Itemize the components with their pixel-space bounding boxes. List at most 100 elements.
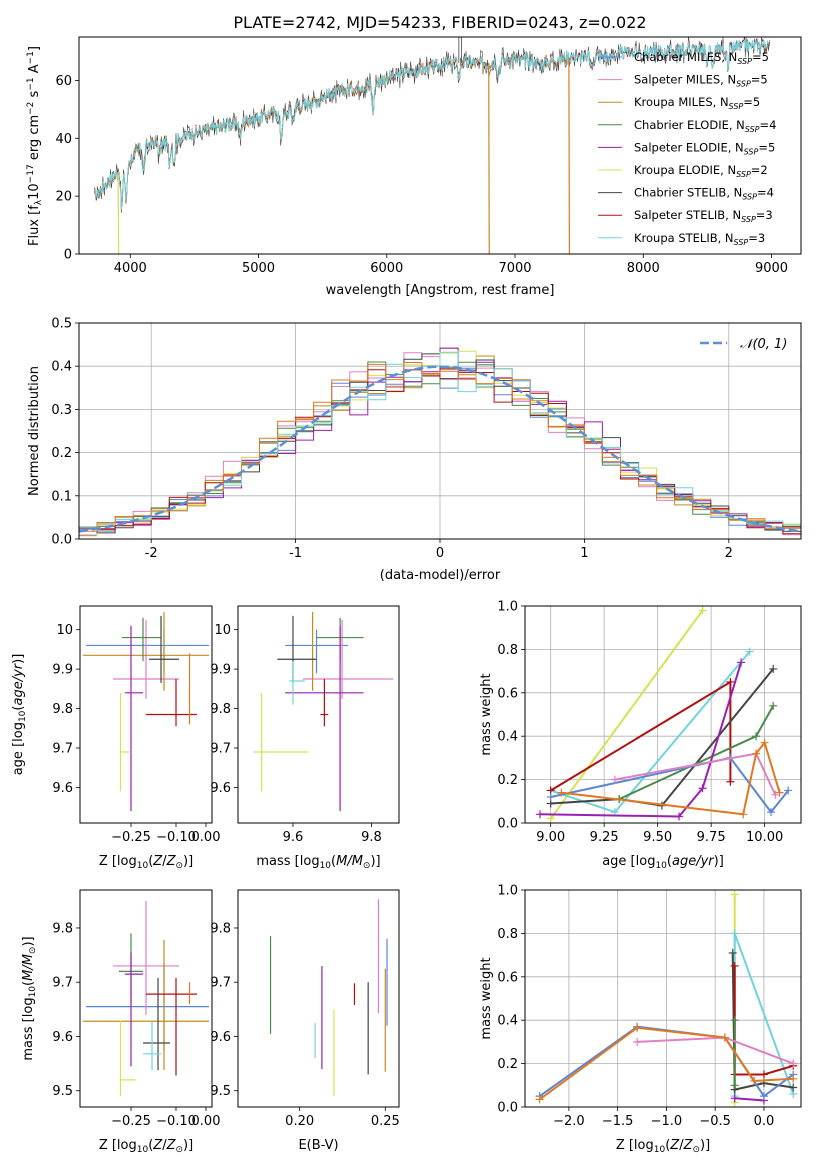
legend-label: Chabrier ELODIE, NSSP=4 [634,118,776,134]
mass-weight-marker [698,606,707,615]
legend-label: Salpeter STELIB, NSSP=3 [634,208,773,224]
y-tick-label: 9.5 [52,1084,73,1099]
axes: −2.0 −1.5 −1.0 −0.5 0.0 0.0 0.2 0.4 0.6 0.8 1.0 [497,884,774,1130]
x-tick-label: 0.25 [371,1114,400,1129]
spectrum-series [94,52,567,207]
chart-spectrum: 4000 5000 6000 7000 8000 9000 0 20 40 60 Chabrier … [26,36,802,298]
x-axis-label: Z [log10(Z/Z⊙)] [616,1138,710,1155]
x-tick-label: −1.0 [651,1114,683,1129]
y-tick-label: 0.4 [497,1014,518,1029]
x-tick-label: 4000 [114,261,147,276]
y-tick-label: 10 [56,623,73,638]
y-tick-label: 0.0 [497,1101,518,1116]
axes: −0.25 −0.100.00 9.6 9.7 9.8 9.9 10 [52,623,220,845]
spectrum-cutoff [488,63,490,254]
mass-weight-marker [730,929,739,938]
x-tick-label: −0.25 [111,1114,151,1129]
legend-label: Kroupa STELIB, NSSP=3 [634,231,765,247]
mass-weight-marker [730,1081,739,1090]
spectrum-series [94,37,771,213]
chart-age-vs-Z: −0.25 −0.100.00 9.6 9.7 9.8 9.9 10 Z [log10(Z/Z… [11,605,220,871]
mass-weight-marker [775,788,784,797]
panels: 4000 5000 6000 7000 8000 90000204060Chabrier … [11,36,802,1155]
mass-weight-marker [730,961,739,970]
legend-label: Salpeter MILES, NSSP=5 [634,73,768,89]
y-tick-label: 9.8 [52,702,73,717]
y-tick-label: 9.8 [52,921,73,936]
y-tick-label: 1.0 [497,600,518,615]
x-tick-label: −0.10 [156,1114,196,1129]
chart-mass-weight-vs-Z: −2.0 −1.5 −1.0 −0.5 0.0 0.0 0.2 0.4 0.6 0.8 1.0 Z [… [479,884,802,1155]
mass-weight-marker [769,701,778,710]
spectrum-series [94,39,771,210]
legend-label: Chabrier MILES, NSSP=5 [634,50,769,66]
y-tick-label: 9.7 [210,976,231,991]
x-axis-label: Z [log10(Z/Z⊙)] [99,1138,193,1155]
y-tick-label: 0.5 [51,317,72,332]
y-tick-label: 0.6 [497,686,518,701]
y-axis-label: Flux [fλ10−17 erg cm−2 s−1 A−1] [26,46,44,246]
mass-weight-marker [759,1092,768,1101]
x-tick-label: 9.75 [697,830,726,845]
plot-area [253,611,394,812]
y-tick-label: 0.1 [51,489,72,504]
x-tick-label: -2 [145,546,158,561]
plot-frame [524,605,802,824]
mass-weight-marker [759,1070,768,1079]
y-tick-label: 1.0 [497,884,518,899]
x-tick-label: 0 [436,546,444,561]
mass-weight-line [550,756,789,814]
y-tick-label: 0.3 [51,403,72,418]
axes: 4000 5000 6000 7000 8000 9000 0 20 40 60 [55,74,788,276]
legend: Chabrier MILES, NSSP=5 Salpeter MILES, NS… [598,50,776,247]
chart-mass-vs-Z: −0.25 −0.100.00 9.5 9.6 9.7 9.8 Z [log10(Z/Z⊙)… [21,889,221,1155]
y-tick-label: 9.9 [210,663,231,678]
mass-weight-marker [739,810,748,819]
figure-title: PLATE=2742, MJD=54233, FIBERID=0243, z=0… [233,13,646,32]
plot-frame [78,322,802,540]
y-tick-label: 0.8 [497,643,518,658]
x-tick-label: 9.50 [643,830,672,845]
spectrum-cutoff [568,57,570,254]
axes: 9.6 9.8 9.6 9.7 9.8 9.9 10 [210,623,382,845]
x-tick-label: 10.00 [746,830,783,845]
y-axis-label: mass weight [479,673,494,755]
y-tick-label: 9.7 [210,742,231,757]
mass-weight-marker [737,658,746,667]
y-axis-label: age [log10(age/yr)] [11,654,28,776]
y-tick-label: 9.9 [52,663,73,678]
mass-weight-marker [546,792,555,801]
mass-weight-line [734,1097,764,1102]
x-axis-label: (data-model)/error [380,568,501,583]
mass-weight-marker [728,948,737,957]
x-tick-label: -1 [289,546,302,561]
plot-area [535,606,793,823]
x-axis-label: mass [log10(M/M⊙)] [256,854,380,871]
y-tick-label: 0.0 [497,817,518,832]
spectrum-series [94,52,567,209]
legend-label: 𝒩(0, 1) [740,337,787,352]
x-tick-label: 0.20 [285,1114,314,1129]
mass-weight-marker [535,1095,544,1104]
spectrum-cutoff [117,172,120,254]
mass-weight-marker [730,1016,739,1025]
mass-weight-line [539,662,743,818]
mass-weight-marker [726,777,735,786]
x-tick-label: 0.00 [192,1114,221,1129]
y-tick-label: 0.0 [51,533,72,548]
x-tick-label: 2 [725,546,733,561]
mass-weight-marker [745,647,754,656]
y-tick-label: 60 [55,74,72,89]
x-tick-label: 9000 [755,261,788,276]
y-tick-label: 0.4 [497,730,518,745]
plot-frame [237,605,400,824]
spectrum-series [94,55,490,208]
plot-area [79,347,801,537]
mass-weight-marker [750,1076,759,1085]
chart-mass-vs-EBV: 0.20 0.25 9.5 9.6 9.7 9.8 E(B-V) [210,889,400,1153]
chart-age-vs-mass: 9.6 9.8 9.6 9.7 9.8 9.9 10 mass [log10(M/M⊙)] [210,605,400,871]
mass-weight-marker [726,677,735,686]
y-tick-label: 9.5 [210,1084,231,1099]
plot-frame [78,36,802,255]
